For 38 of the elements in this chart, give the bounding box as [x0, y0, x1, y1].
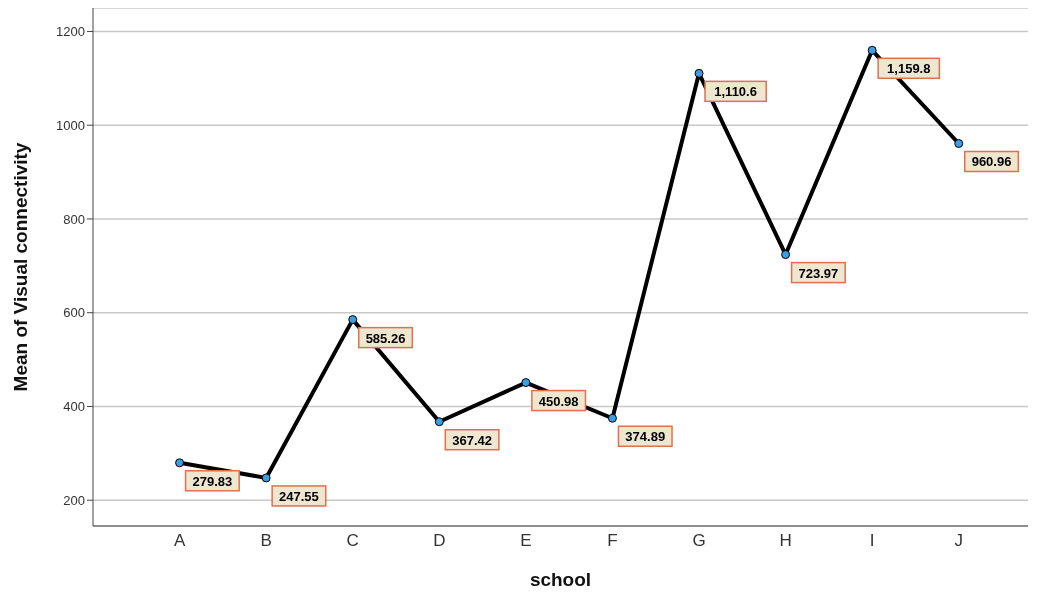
x-tick-label: D — [433, 531, 446, 551]
point — [348, 315, 358, 325]
y-tick-label: 800 — [63, 211, 85, 227]
data-label: 247.55 — [279, 488, 319, 504]
point — [954, 139, 964, 148]
x-tick-label: B — [260, 531, 272, 551]
y-tick-label: 1200 — [56, 24, 85, 40]
point — [434, 417, 444, 427]
point — [867, 45, 877, 55]
y-tick-label: 400 — [63, 399, 85, 415]
data-label: 960.96 — [971, 154, 1012, 170]
point — [607, 413, 617, 423]
point — [521, 378, 531, 388]
x-axis-title: school — [529, 569, 592, 590]
data-label: 450.98 — [538, 393, 579, 409]
x-tick-label: A — [173, 531, 186, 551]
y-tick-label: 200 — [63, 492, 85, 508]
point — [694, 68, 704, 78]
y-axis-title: Mean of Visual connectivity — [9, 142, 31, 392]
point — [261, 473, 271, 483]
data-label: 723.97 — [798, 265, 839, 281]
data-label: 585.26 — [365, 330, 406, 346]
x-tick-label: H — [779, 531, 792, 551]
y-tick-label: 600 — [63, 305, 85, 321]
x-tick-label: E — [520, 531, 532, 551]
x-tick-label: F — [607, 531, 618, 551]
data-label: 367.42 — [452, 432, 492, 448]
x-tick-label: I — [869, 531, 875, 551]
data-label: 374.89 — [625, 429, 666, 445]
point — [175, 458, 185, 468]
data-label: 1,159.8 — [887, 61, 931, 77]
x-tick-label: G — [692, 531, 706, 551]
y-tick-label: 1000 — [56, 117, 85, 133]
data-label: 279.83 — [192, 473, 233, 489]
x-tick-label: J — [954, 531, 963, 551]
data-label: 1,110.6 — [714, 84, 757, 100]
point — [781, 250, 791, 260]
x-tick-label: C — [346, 531, 359, 551]
